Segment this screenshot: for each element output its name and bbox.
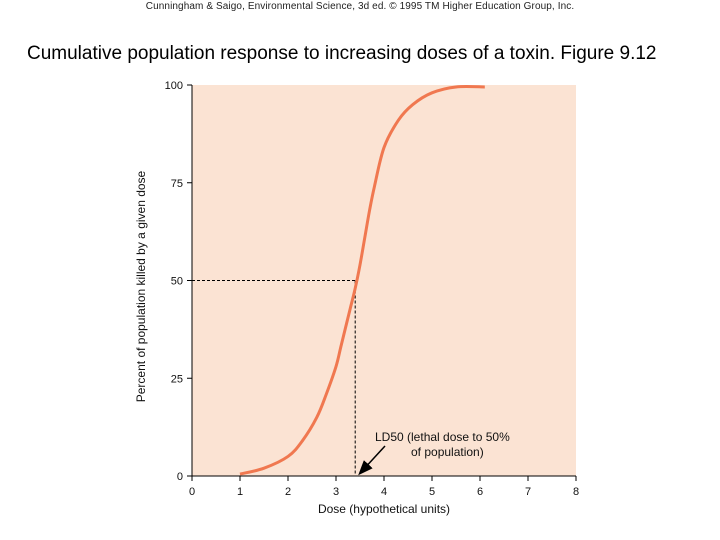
y-tick-label: 25 — [171, 373, 183, 385]
y-tick-label: 75 — [171, 178, 183, 190]
y-axis-label: Percent of population killed by a given … — [134, 170, 148, 402]
copyright-credit: Cunningham & Saigo, Environmental Scienc… — [145, 1, 575, 12]
x-tick-label: 6 — [477, 486, 483, 498]
x-tick-label: 1 — [237, 486, 243, 498]
ld50-annotation-line1: LD50 (lethal dose to 50% — [375, 430, 510, 444]
x-tick-label: 0 — [189, 486, 195, 498]
ld50-arrow — [358, 445, 386, 476]
figure-title: Cumulative population response to increa… — [27, 43, 657, 64]
x-tick-label: 2 — [285, 486, 291, 498]
x-tick-label: 7 — [525, 486, 531, 498]
ld50-annotation-line2: of population) — [411, 445, 484, 459]
x-axis-label: Dose (hypothetical units) — [318, 502, 450, 516]
y-tick-label: 100 — [165, 80, 183, 92]
x-tick-label: 8 — [573, 486, 579, 498]
dose-response-curve — [239, 85, 485, 476]
x-tick-label: 5 — [429, 486, 435, 498]
y-tick-label: 50 — [171, 276, 183, 288]
x-tick-label: 3 — [333, 486, 339, 498]
y-tick-label: 0 — [177, 471, 183, 483]
x-tick-label: 4 — [381, 486, 387, 498]
